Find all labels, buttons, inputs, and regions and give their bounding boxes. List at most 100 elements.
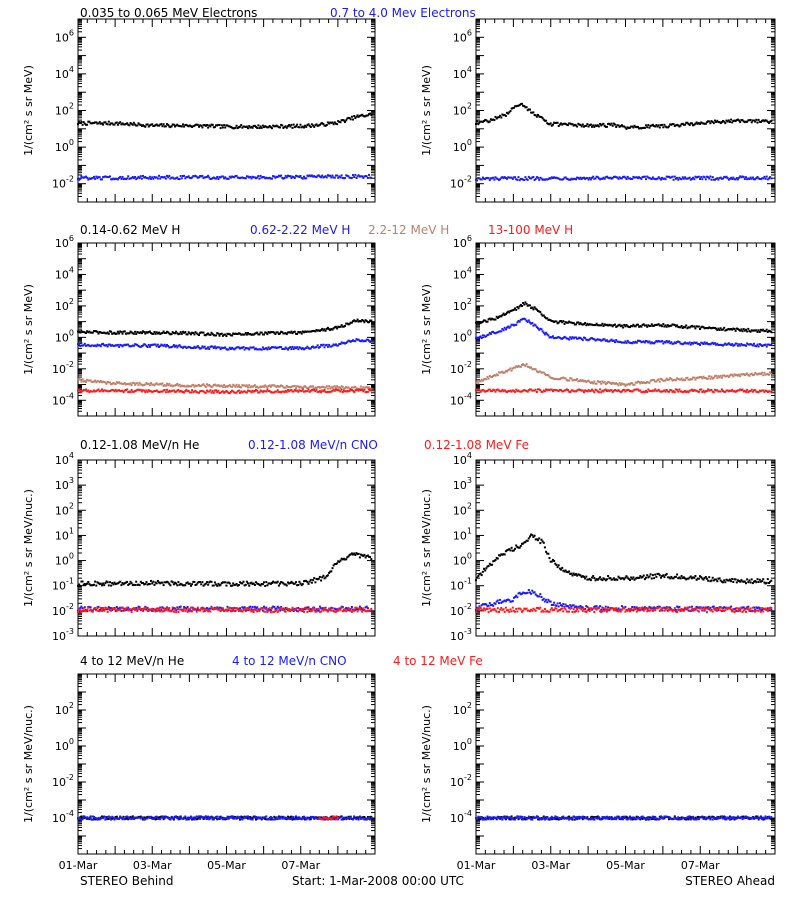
data-point — [733, 328, 736, 330]
data-point — [358, 388, 361, 391]
data-point — [711, 326, 714, 329]
data-point — [512, 389, 515, 392]
data-point — [527, 365, 530, 368]
data-point — [679, 177, 682, 180]
data-point — [338, 560, 341, 563]
data-point — [154, 176, 157, 179]
data-point — [91, 390, 94, 393]
data-point — [111, 582, 114, 584]
data-point — [99, 606, 102, 609]
data-point — [539, 370, 542, 373]
data-point — [251, 386, 254, 389]
data-point — [247, 127, 249, 130]
data-point — [558, 336, 561, 339]
data-point — [365, 338, 368, 341]
plot-frame — [77, 18, 376, 203]
data-point — [557, 336, 560, 339]
data-point — [107, 606, 110, 609]
data-point — [681, 391, 684, 394]
data-point — [91, 177, 94, 179]
data-point — [245, 125, 248, 128]
data-point — [571, 336, 574, 339]
data-point — [585, 381, 588, 383]
data-point — [83, 342, 86, 345]
data-point — [229, 390, 232, 393]
data-point — [673, 391, 676, 394]
data-point — [666, 324, 669, 327]
data-point — [281, 176, 284, 179]
data-point — [340, 385, 343, 388]
data-point — [718, 177, 721, 180]
data-point — [745, 328, 747, 331]
data-point — [588, 176, 591, 179]
data-point — [136, 124, 139, 127]
data-point — [516, 104, 519, 107]
data-point — [158, 581, 160, 584]
data-point — [110, 389, 113, 392]
data-point — [509, 325, 512, 328]
data-point — [90, 380, 93, 383]
data-point — [293, 384, 296, 387]
data-point — [735, 327, 738, 330]
data-point — [530, 322, 533, 325]
data-point — [719, 122, 722, 125]
data-point — [281, 331, 284, 334]
data-point — [368, 113, 370, 116]
data-point — [101, 122, 103, 125]
data-point — [517, 320, 520, 322]
data-point — [739, 175, 742, 178]
data-point — [240, 176, 243, 179]
data-point — [537, 371, 539, 374]
data-point — [234, 385, 237, 388]
data-point — [123, 123, 126, 126]
data-point — [653, 324, 656, 327]
data-point — [122, 391, 125, 394]
data-point — [751, 119, 754, 122]
data-point — [523, 179, 526, 181]
data-point — [733, 344, 736, 347]
data-point — [685, 342, 688, 345]
data-point — [607, 381, 610, 384]
data-point — [592, 337, 595, 340]
data-point — [275, 347, 278, 350]
data-point — [492, 318, 495, 321]
data-point — [161, 382, 164, 385]
data-point — [216, 391, 219, 393]
data-point — [220, 124, 223, 127]
data-point — [650, 341, 653, 344]
data-point — [155, 609, 158, 612]
data-point — [643, 391, 646, 394]
data-point — [503, 389, 506, 392]
data-point — [509, 367, 512, 370]
data-point — [292, 331, 295, 334]
data-point — [182, 584, 184, 587]
data-point — [332, 343, 335, 346]
data-point — [219, 348, 222, 351]
data-point — [339, 390, 342, 393]
data-point — [148, 175, 151, 178]
data-point — [243, 125, 246, 128]
data-point — [766, 330, 769, 333]
data-point — [487, 177, 490, 180]
data-point — [167, 581, 170, 584]
data-point — [370, 558, 373, 561]
data-point — [338, 326, 341, 329]
data-point — [139, 383, 142, 386]
data-point — [218, 334, 221, 337]
data-point — [129, 330, 132, 333]
data-point — [188, 385, 191, 388]
data-point — [221, 390, 224, 393]
data-point — [488, 179, 491, 182]
data-point — [595, 338, 598, 341]
y-tick-label: 102 — [453, 297, 472, 313]
data-point — [251, 346, 254, 349]
data-point — [601, 339, 604, 342]
data-point — [274, 176, 277, 179]
data-point — [313, 175, 316, 178]
data-point — [303, 331, 305, 334]
data-point — [728, 389, 731, 392]
data-point — [274, 607, 277, 610]
data-point — [240, 582, 243, 585]
data-point — [266, 388, 269, 391]
data-point — [521, 305, 523, 307]
